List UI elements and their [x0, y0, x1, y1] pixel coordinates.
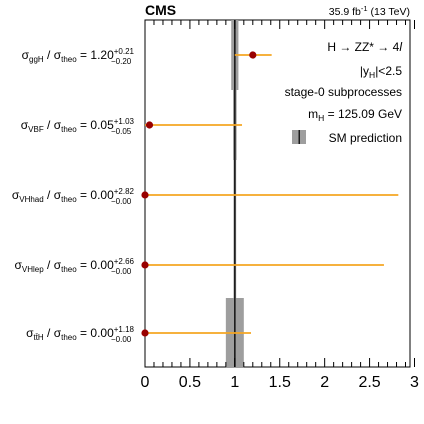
value-text: 0.00 [90, 188, 114, 202]
row-label-VHlep: σVHlep / σtheo = 0.00+2.66 −0.00 [15, 257, 135, 276]
rapidity-sub: H [369, 70, 375, 80]
slash: / [44, 118, 54, 132]
luminosity-text: 35.9 fb [329, 6, 361, 18]
sigma-symbol: σ [54, 326, 62, 340]
err-down-text: −0.00 [111, 197, 132, 206]
annotations: H → ZZ* → 4l |yH|<2.5 stage-0 subprocess… [285, 40, 403, 123]
value-text: 0.00 [90, 326, 114, 340]
process-annotation: H → ZZ* → 4l [327, 40, 402, 54]
legend-swatch-line [298, 130, 300, 144]
x-tick-label-2: 2 [320, 374, 329, 391]
sm-prediction-layer [225, 20, 244, 368]
sigma-symbol: σ [54, 258, 62, 272]
value-text: 0.00 [90, 258, 114, 272]
sigma-symbol: σ [54, 118, 62, 132]
rapidity-suffix: |<2.5 [375, 64, 402, 78]
chart-title-right: 35.9 fb-1 (13 TeV) [329, 4, 410, 18]
sigma-symbol: σ [54, 48, 62, 62]
process-subscript: VHlep [22, 265, 44, 274]
mass-suffix: = 125.09 GeV [324, 107, 402, 121]
point-ttH [141, 329, 149, 337]
x-tick-label-3: 3 [410, 374, 419, 391]
mass-prefix: m [308, 107, 318, 121]
energy-text: (13 TeV) [368, 6, 410, 18]
sigma-symbol: σ [26, 326, 34, 340]
sigma-symbol: σ [21, 118, 29, 132]
err-up-text: +2.66 [114, 257, 135, 266]
rapidity-prefix: |y [360, 64, 369, 78]
point-VBF [145, 121, 154, 129]
theo-subscript: theo [61, 333, 77, 342]
equals: = [77, 118, 91, 132]
row-label-VHhad: σVHhad / σtheo = 0.00+2.82 −0.00 [12, 187, 135, 206]
theo-subscript: theo [61, 195, 77, 204]
rapidity-annotation: |yH|<2.5 [360, 64, 402, 80]
x-tick-label-1: 1 [230, 374, 239, 391]
mass-sub: H [318, 113, 324, 123]
err-up-text: +2.82 [114, 187, 135, 196]
process-subscript: VBF [28, 125, 44, 134]
x-tick-label-2.5: 2.5 [358, 374, 380, 391]
legend: SM prediction [292, 130, 402, 145]
row-label-VBF: σVBF / σtheo = 0.05+1.03 −0.05 [21, 117, 135, 136]
value-text: 1.20 [90, 48, 114, 62]
stage-annotation: stage-0 subprocesses [285, 85, 402, 99]
theo-subscript: theo [61, 55, 77, 64]
process-lepton: l [399, 40, 402, 54]
err-up-text: +1.18 [114, 325, 135, 334]
point-VHhad [141, 191, 149, 199]
theo-subscript: theo [61, 265, 77, 274]
process-text: H → ZZ* → 4 [327, 40, 399, 54]
equals: = [77, 326, 91, 340]
err-down-text: −0.00 [111, 335, 132, 344]
theo-subscript: theo [61, 125, 77, 134]
x-axis: 0 0.5 1 1.5 2 2.5 3 [141, 20, 419, 391]
point-ggH [249, 51, 257, 59]
err-up-text: +0.21 [114, 47, 135, 56]
err-down-text: −0.20 [111, 57, 132, 66]
value-text: 0.05 [90, 118, 114, 132]
err-down-text: −0.00 [111, 267, 132, 276]
chart-title-left: CMS [145, 2, 176, 18]
slash: / [44, 258, 54, 272]
sigma-symbol: σ [12, 188, 20, 202]
luminosity-exponent: -1 [361, 4, 368, 13]
point-VHlep [141, 261, 149, 269]
x-tick-label-0.5: 0.5 [179, 374, 201, 391]
slash: / [44, 48, 54, 62]
err-up-text: +1.03 [114, 117, 135, 126]
sigma-symbol: σ [22, 48, 30, 62]
slash: / [44, 326, 54, 340]
equals: = [77, 188, 91, 202]
equals: = [77, 48, 91, 62]
row-label-ggH: σggH / σtheo = 1.20+0.21 −0.20 [22, 47, 135, 66]
sigma-symbol: σ [15, 258, 23, 272]
x-tick-label-1.5: 1.5 [269, 374, 291, 391]
process-subscript: ggH [29, 55, 44, 64]
mass-annotation: mH = 125.09 GeV [308, 107, 402, 123]
sigma-symbol: σ [54, 188, 62, 202]
x-tick-label-0: 0 [141, 374, 150, 391]
err-down-text: −0.05 [111, 127, 132, 136]
row-label-ttH: σtt̄H / σtheo = 0.00+1.18 −0.00 [26, 325, 134, 344]
legend-label: SM prediction [329, 131, 402, 145]
process-subscript: tt̄H [33, 333, 43, 342]
measurement-layer [141, 51, 399, 337]
slash: / [44, 188, 54, 202]
process-subscript: VHhad [19, 195, 43, 204]
equals: = [77, 258, 91, 272]
